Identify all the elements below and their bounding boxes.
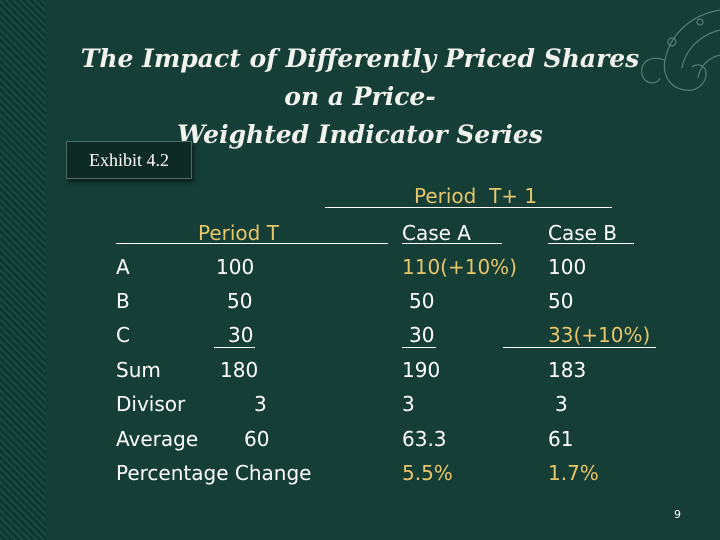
- case-b-rule: [548, 243, 634, 244]
- case-b-header: Case B: [548, 221, 618, 245]
- case-b-value-b: 50: [548, 289, 574, 313]
- case-a-value-divisor: 3: [402, 392, 415, 416]
- case-a-value-average: 63.3: [402, 427, 447, 451]
- case-a-value-sum: 190: [402, 358, 441, 382]
- case-b-value-sum: 183: [548, 358, 587, 382]
- row-label-divisor: Divisor: [116, 392, 186, 416]
- period-t-c-rule: [214, 347, 255, 348]
- exhibit-label: Exhibit 4.2: [66, 141, 192, 179]
- period-t-value-average: 60: [244, 427, 270, 451]
- case-a-value-b: 50: [409, 289, 435, 313]
- case-b-value-percentage-change: 1.7%: [548, 461, 599, 485]
- page-number: 9: [674, 508, 681, 521]
- period-t1-rule: [325, 207, 612, 208]
- period-t-rule: [116, 243, 388, 244]
- case-b-value-divisor: 3: [555, 392, 568, 416]
- title-line-1: The Impact of Differently Priced Shares …: [80, 44, 640, 111]
- case-b-c-rule: [503, 347, 656, 348]
- period-t-value-a: 100: [216, 255, 255, 279]
- case-a-value-c: 30: [409, 323, 435, 347]
- case-a-rule: [402, 243, 502, 244]
- row-label-sum: Sum: [116, 358, 161, 382]
- row-label-average: Average: [116, 427, 199, 451]
- row-label-c: C: [116, 323, 130, 347]
- case-b-value-average: 61: [548, 427, 574, 451]
- case-a-header: Case A: [402, 221, 471, 245]
- period-t1-header: Period T+ 1: [414, 184, 538, 208]
- period-t-value-c: 30: [228, 323, 254, 347]
- case-b-value-a: 100: [548, 255, 587, 279]
- period-t-value-sum: 180: [220, 358, 259, 382]
- slide-title: The Impact of Differently Priced Shares …: [60, 40, 660, 154]
- case-a-value-a: 110(+10%): [402, 255, 517, 279]
- floral-ornament-icon: [641, 9, 720, 91]
- row-label-b: B: [116, 289, 130, 313]
- case-a-c-rule: [402, 347, 436, 348]
- period-t-header: Period T: [198, 221, 279, 245]
- decorative-left-stripe: [0, 0, 46, 540]
- row-label-a: A: [116, 255, 130, 279]
- row-label-percentage-change: Percentage Change: [116, 461, 312, 485]
- period-t-value-b: 50: [227, 289, 253, 313]
- period-t-value-divisor: 3: [254, 392, 267, 416]
- case-a-value-percentage-change: 5.5%: [402, 461, 453, 485]
- case-b-value-c: 33(+10%): [548, 323, 651, 347]
- title-line-2: Weighted Indicator Series: [177, 120, 543, 149]
